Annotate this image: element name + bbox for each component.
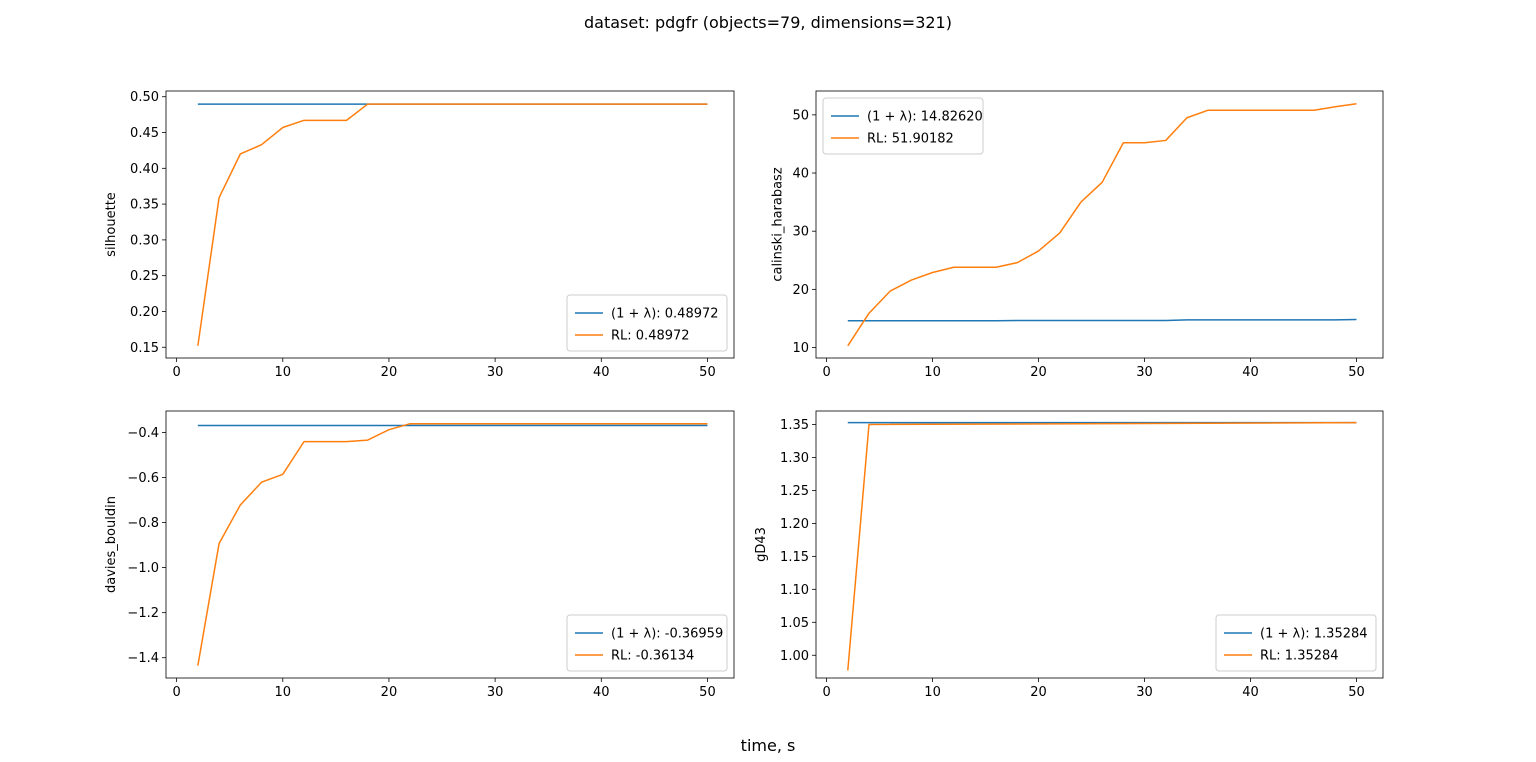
x-tick-label: 0 xyxy=(172,365,180,380)
subplot-1: 0 10 20 30 40 50 0.15 0.20 0.25 0.30 0.35 0.40 0.45 0… xyxy=(104,90,735,380)
y-tick-label: −0.6 xyxy=(127,471,159,486)
x-tick-label: 40 xyxy=(1242,685,1259,700)
x-tick-label: 20 xyxy=(381,365,398,380)
y-axis-label: gD43 xyxy=(754,527,769,562)
x-tick-label: 50 xyxy=(699,365,716,380)
x-tick-label: 20 xyxy=(1030,685,1047,700)
x-tick-label: 10 xyxy=(924,365,941,380)
y-tick-label: 20 xyxy=(792,283,809,298)
legend: (1 + λ): 14.82620 RL: 51.90182 xyxy=(822,97,984,155)
x-tick-label: 50 xyxy=(1348,365,1365,380)
legend-label-baseline: (1 + λ): 14.82620 xyxy=(867,110,983,125)
figure-title: dataset: pdgfr (objects=79, dimensions=3… xyxy=(584,13,952,32)
legend-box xyxy=(822,97,984,155)
y-tick-label: 1.10 xyxy=(780,583,809,598)
subplot-2: 0 10 20 30 40 50 10 20 30 40 50 calinski_harabasz (1… xyxy=(770,90,1384,380)
axes-frame xyxy=(165,410,735,679)
legend-box xyxy=(1215,614,1377,672)
panels: 0 10 20 30 40 50 0.15 0.20 0.25 0.30 0.35 0.40 0.45 0… xyxy=(104,90,1384,700)
x-tick-label: 10 xyxy=(275,365,292,380)
x-tick-label: 20 xyxy=(1030,365,1047,380)
y-tick-label: −0.4 xyxy=(127,426,159,441)
x-tick-label: 40 xyxy=(1242,365,1259,380)
x-tick-label: 50 xyxy=(699,685,716,700)
x-tick-label: 0 xyxy=(822,365,830,380)
y-tick-label: 50 xyxy=(792,108,809,123)
x-tick-label: 30 xyxy=(1136,365,1153,380)
legend-label-baseline: (1 + λ): 1.35284 xyxy=(1260,627,1368,642)
y-tick-label: 0.20 xyxy=(130,305,159,320)
y-tick-label: 0.25 xyxy=(130,269,159,284)
axes-frame xyxy=(815,410,1384,679)
series-line-rl xyxy=(847,421,1357,671)
y-tick-label: 0.50 xyxy=(130,90,159,105)
legend-box xyxy=(566,614,728,672)
y-tick-label: −1.0 xyxy=(127,561,159,576)
y-tick-label: 1.05 xyxy=(780,616,809,631)
y-tick-label: 1.25 xyxy=(780,484,809,499)
y-tick-label: 0.35 xyxy=(130,198,159,213)
legend: (1 + λ): 0.48972 RL: 0.48972 xyxy=(566,294,728,352)
series-line-baseline xyxy=(847,318,1357,322)
series-line-rl xyxy=(197,103,708,346)
x-tick-label: 40 xyxy=(593,685,610,700)
y-tick-label: 1.20 xyxy=(780,517,809,532)
x-tick-label: 0 xyxy=(172,685,180,700)
y-tick-label: 0.45 xyxy=(130,126,159,141)
axes-frame xyxy=(815,90,1384,359)
x-tick-label: 10 xyxy=(275,685,292,700)
y-tick-label: −0.8 xyxy=(127,516,159,531)
legend-label-rl: RL: 1.35284 xyxy=(1260,649,1339,664)
legend: (1 + λ): 1.35284 RL: 1.35284 xyxy=(1215,614,1377,672)
axes-frame xyxy=(165,90,735,359)
figure-xlabel: time, s xyxy=(741,736,796,755)
y-tick-label: 1.30 xyxy=(780,451,809,466)
subplot-4: 0 10 20 30 40 50 1.00 1.05 1.10 1.15 1.20 1.25 1.30 1… xyxy=(754,410,1384,700)
legend-label-baseline: (1 + λ): 0.48972 xyxy=(611,307,719,322)
y-tick-label: 1.35 xyxy=(780,418,809,433)
y-axis-label: davies_bouldin xyxy=(104,496,119,593)
x-tick-label: 20 xyxy=(381,685,398,700)
legend-box xyxy=(566,294,728,352)
subplot-3: 0 10 20 30 40 50 −1.4 −1.2 −1.0 −0.8 −0.6 −0.4 davie… xyxy=(104,410,735,700)
x-tick-label: 50 xyxy=(1348,685,1365,700)
y-tick-label: 0.15 xyxy=(130,341,159,356)
x-tick-label: 30 xyxy=(1136,685,1153,700)
y-tick-label: 40 xyxy=(792,167,809,182)
y-tick-label: 0.30 xyxy=(130,233,159,248)
x-tick-label: 40 xyxy=(593,365,610,380)
y-tick-label: −1.4 xyxy=(127,651,159,666)
y-axis-label: calinski_harabasz xyxy=(770,167,785,281)
y-tick-label: 0.40 xyxy=(130,162,159,177)
y-tick-label: 30 xyxy=(792,225,809,240)
legend-label-rl: RL: 0.48972 xyxy=(611,329,690,344)
series-line-rl xyxy=(197,422,708,666)
legend-label-baseline: (1 + λ): -0.36959 xyxy=(611,627,723,642)
y-tick-label: 1.15 xyxy=(780,550,809,565)
x-tick-label: 30 xyxy=(487,365,504,380)
x-tick-label: 10 xyxy=(924,685,941,700)
y-tick-label: −1.2 xyxy=(127,606,159,621)
x-tick-label: 0 xyxy=(822,685,830,700)
legend: (1 + λ): -0.36959 RL: -0.36134 xyxy=(566,614,728,672)
series-line-rl xyxy=(847,103,1357,347)
y-tick-label: 10 xyxy=(792,341,809,356)
legend-label-rl: RL: 51.90182 xyxy=(867,132,954,147)
x-tick-label: 30 xyxy=(487,685,504,700)
legend-label-rl: RL: -0.36134 xyxy=(611,649,694,664)
y-tick-label: 1.00 xyxy=(780,649,809,664)
y-axis-label: silhouette xyxy=(104,192,119,257)
